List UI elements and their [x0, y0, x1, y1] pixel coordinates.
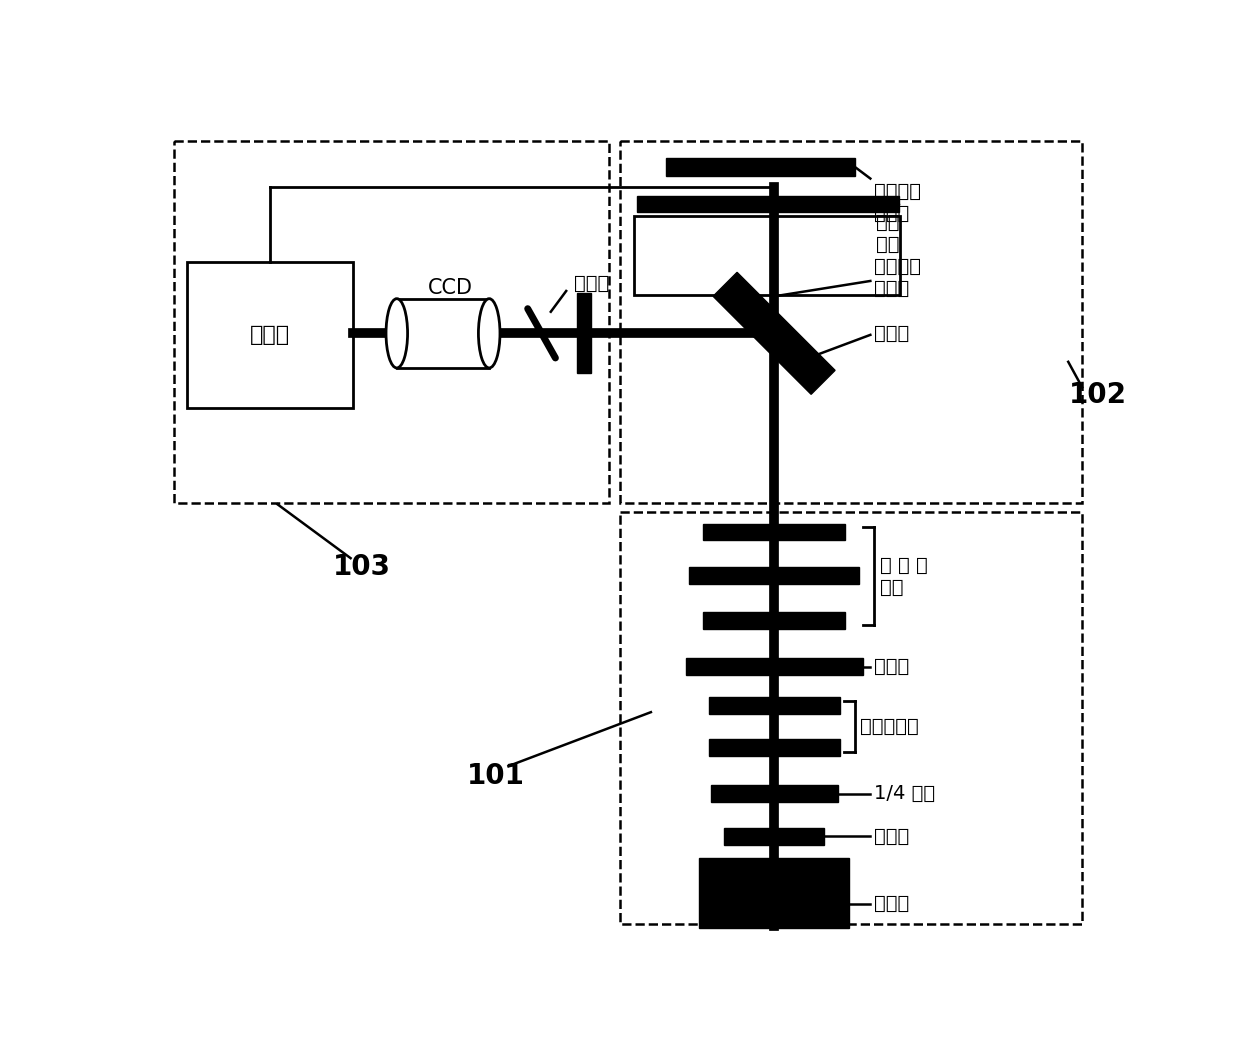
- Bar: [711, 785, 838, 802]
- Text: 101: 101: [466, 762, 525, 790]
- Bar: [620, 512, 1083, 924]
- Text: 分束器: 分束器: [874, 324, 909, 343]
- Text: 计算机: 计算机: [250, 325, 290, 345]
- Bar: [699, 858, 849, 928]
- Bar: [637, 197, 899, 212]
- Text: 102: 102: [1069, 381, 1126, 409]
- Text: 起偏器: 起偏器: [874, 826, 909, 845]
- Bar: [174, 141, 609, 503]
- Text: 镍有金膜
的玻片: 镍有金膜 的玻片: [874, 182, 921, 223]
- Bar: [187, 261, 353, 408]
- Bar: [397, 298, 490, 368]
- Text: 扫描
平台: 扫描 平台: [875, 214, 899, 254]
- Bar: [634, 216, 899, 295]
- Text: 激光器: 激光器: [874, 894, 909, 913]
- Text: 第 二 透
镜组: 第 二 透 镜组: [880, 555, 928, 597]
- Bar: [703, 524, 846, 541]
- Text: CCD: CCD: [428, 278, 474, 298]
- Bar: [703, 613, 846, 630]
- Bar: [686, 658, 863, 675]
- Text: 滤光片: 滤光片: [574, 274, 609, 293]
- Text: 1/4 波片: 1/4 波片: [874, 784, 935, 803]
- Bar: [620, 141, 1083, 503]
- Text: 液晶片: 液晶片: [874, 657, 909, 676]
- Polygon shape: [713, 272, 835, 395]
- Bar: [708, 740, 839, 756]
- Bar: [689, 567, 859, 584]
- Bar: [708, 697, 839, 714]
- Ellipse shape: [386, 298, 408, 368]
- Bar: [666, 158, 854, 177]
- Ellipse shape: [479, 298, 500, 368]
- Bar: [724, 827, 825, 844]
- Bar: [577, 293, 590, 373]
- Text: 第一透镜组: 第一透镜组: [859, 717, 919, 736]
- Text: 高数值孔
径物镜: 高数值孔 径物镜: [874, 257, 921, 297]
- Text: 103: 103: [334, 553, 391, 582]
